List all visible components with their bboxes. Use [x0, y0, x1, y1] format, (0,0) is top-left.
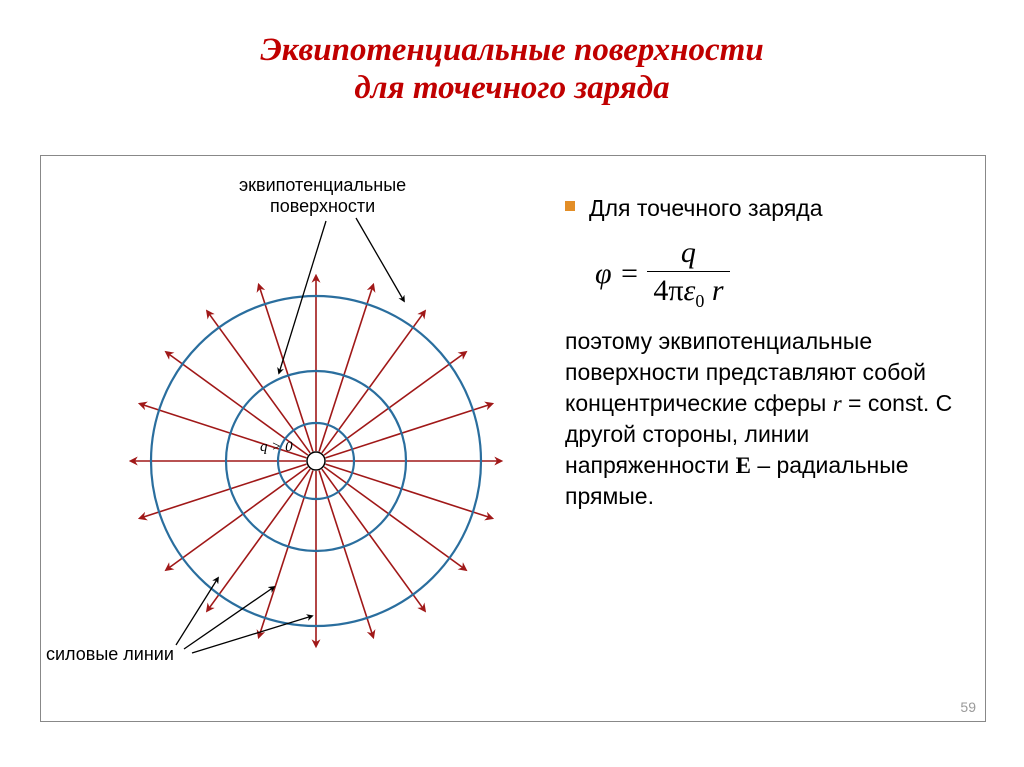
- charge-label: q > 0: [260, 439, 293, 456]
- title-line-2: для точечного заряда: [0, 70, 1024, 108]
- potential-formula: φ =q4πε0 r: [595, 236, 975, 312]
- equipotential-label: эквипотенциальныеповерхности: [239, 175, 406, 216]
- bullet-icon: [565, 201, 575, 211]
- bullet-heading: Для точечного заряда: [589, 195, 823, 222]
- field-lines-label: силовые линии: [46, 644, 174, 665]
- body-text: поэтому эквипотенциальные поверхности пр…: [565, 326, 975, 512]
- text-column: Для точечного заряда φ =q4πε0 r поэтому …: [565, 195, 975, 512]
- slide-title: Эквипотенциальные поверхностидля точечно…: [0, 32, 1024, 108]
- equipotential-diagram: [56, 171, 556, 691]
- title-line-1: Эквипотенциальные поверхности: [0, 32, 1024, 70]
- page-number: 59: [960, 699, 976, 715]
